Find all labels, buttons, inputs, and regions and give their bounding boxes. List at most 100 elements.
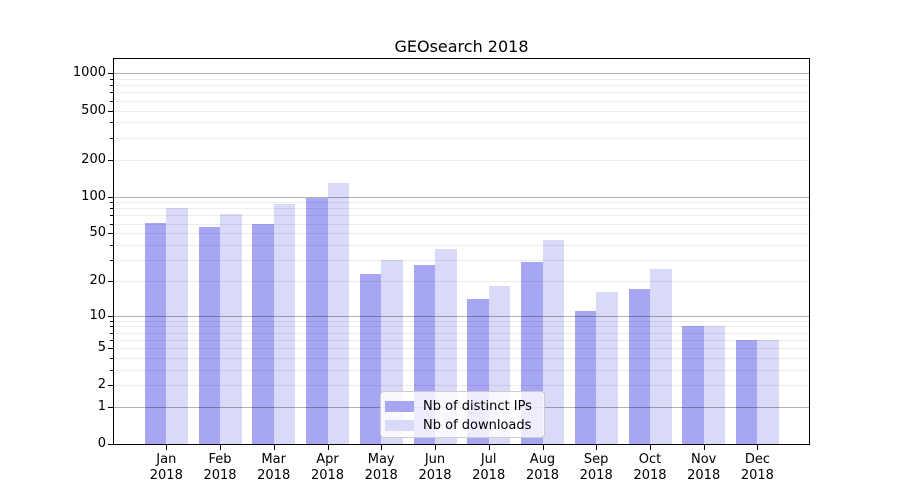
x-axis-tick-label: May 2018 — [349, 452, 413, 484]
gridline-minor — [114, 122, 809, 124]
x-axis-tick-label: Jan 2018 — [134, 452, 198, 484]
x-axis-tick-mark — [488, 445, 490, 450]
gridline-minor — [114, 159, 809, 161]
gridline-minor — [114, 244, 809, 246]
x-axis-tick-label-year: 2018 — [472, 468, 506, 483]
gridline-major — [114, 315, 809, 317]
y-axis-minor-tick-mark — [110, 339, 113, 341]
gridline-minor — [114, 233, 809, 235]
gridline-major — [114, 196, 809, 198]
y-axis-tick-label: 5 — [97, 340, 106, 356]
x-axis-tick-mark — [273, 445, 275, 450]
gridline-minor — [114, 332, 809, 334]
y-axis-tick-label: 200 — [81, 151, 106, 167]
gridline-minor — [114, 202, 809, 204]
y-axis-tick-label: 0 — [97, 436, 106, 452]
bar-nb-of-distinct-ips — [252, 224, 274, 445]
x-axis-tick-label: Nov 2018 — [672, 452, 736, 484]
legend-swatch-distinct-ips — [385, 400, 414, 412]
y-axis-minor-tick-mark — [110, 122, 113, 124]
y-axis-minor-tick-mark — [110, 369, 113, 371]
bar-nb-of-downloads — [650, 269, 672, 445]
x-axis-tick-label-year: 2018 — [310, 468, 345, 483]
gridline-minor — [114, 348, 809, 350]
y-axis-minor-tick-mark — [110, 215, 113, 217]
x-axis-tick-label: Jul 2018 — [457, 452, 521, 484]
x-axis-tick-label-year: 2018 — [740, 468, 774, 483]
legend-label-downloads: Nb of downloads — [423, 417, 532, 433]
x-axis-tick-label-year: 2018 — [525, 468, 560, 483]
plot-area — [113, 58, 810, 445]
y-axis-minor-tick-mark — [110, 326, 113, 328]
y-axis-minor-tick-mark — [110, 259, 113, 261]
y-axis-minor-tick-mark — [110, 208, 113, 210]
bar-nb-of-distinct-ips — [682, 326, 704, 445]
gridline-major — [114, 73, 809, 75]
bar-nb-of-distinct-ips — [198, 227, 220, 445]
gridline-minor — [114, 326, 809, 328]
bar-nb-of-distinct-ips — [359, 273, 382, 445]
x-axis-tick-label-year: 2018 — [257, 468, 291, 483]
y-axis-tick-mark — [108, 280, 113, 282]
x-axis-tick-label-year: 2018 — [418, 468, 452, 483]
y-axis-tick-mark — [108, 348, 113, 350]
y-axis-tick-mark — [108, 315, 113, 317]
gridline-minor — [114, 385, 809, 387]
x-axis-tick-label: Apr 2018 — [296, 452, 360, 484]
y-axis-minor-tick-mark — [110, 92, 113, 94]
bar-nb-of-downloads — [542, 239, 564, 445]
x-axis-tick-mark — [542, 445, 544, 450]
y-axis-tick-mark — [108, 233, 113, 235]
x-axis-tick-mark — [596, 445, 598, 450]
x-axis-tick-mark — [381, 445, 383, 450]
x-axis-tick-label: Dec 2018 — [725, 452, 789, 484]
y-axis-minor-tick-mark — [110, 320, 113, 322]
bar-nb-of-downloads — [166, 208, 188, 445]
gridline-minor — [114, 369, 809, 371]
bar-nb-of-distinct-ips — [574, 310, 597, 445]
x-axis-tick-mark — [650, 445, 651, 450]
x-axis-tick-mark — [435, 445, 436, 450]
y-axis-tick-mark — [108, 159, 113, 161]
bar-nb-of-downloads — [596, 292, 618, 445]
y-axis-tick-mark — [108, 444, 113, 446]
x-axis-tick-mark — [757, 445, 759, 450]
y-axis-minor-tick-mark — [110, 78, 113, 80]
gridline-minor — [114, 85, 809, 87]
gridline-minor — [114, 259, 809, 261]
bar-nb-of-downloads — [327, 182, 349, 445]
legend-swatch-downloads — [385, 419, 414, 431]
bar-nb-of-distinct-ips — [306, 198, 328, 445]
x-axis-tick-label: Aug 2018 — [511, 452, 575, 484]
x-axis-tick-label-year: 2018 — [149, 468, 183, 483]
x-axis-tick-label: Feb 2018 — [188, 452, 252, 484]
y-axis-tick-mark — [108, 110, 113, 112]
y-axis-minor-tick-mark — [110, 357, 113, 359]
gridline-minor — [114, 110, 809, 112]
x-axis-tick-mark — [166, 445, 168, 450]
gridline-minor — [114, 208, 809, 210]
y-axis-tick-mark — [108, 385, 113, 387]
x-axis-tick-mark — [327, 445, 329, 450]
gridline-minor — [114, 78, 809, 80]
y-axis-minor-tick-mark — [110, 244, 113, 246]
legend-entry: Nb of distinct IPs — [385, 397, 537, 415]
legend-label-distinct-ips: Nb of distinct IPs — [423, 398, 532, 414]
y-axis-tick-label: 1 — [97, 399, 106, 415]
bar-nb-of-distinct-ips — [735, 339, 758, 445]
y-axis-minor-tick-mark — [110, 332, 113, 334]
gridline-minor — [114, 215, 809, 217]
bar-nb-of-downloads — [757, 339, 779, 445]
bar-nb-of-downloads — [273, 203, 296, 445]
x-axis-tick-label: Oct 2018 — [618, 452, 682, 484]
gridline-minor — [114, 92, 809, 94]
x-axis-tick-label: Sep 2018 — [564, 452, 628, 484]
y-axis-tick-label: 1000 — [72, 65, 106, 81]
y-axis-tick-label: 20 — [89, 272, 106, 288]
x-axis-tick-label-year: 2018 — [579, 468, 613, 483]
y-axis-tick-label: 500 — [81, 102, 106, 118]
gridline-minor — [114, 320, 809, 322]
y-axis-tick-label: 2 — [97, 377, 106, 393]
y-axis-tick-mark — [108, 196, 113, 198]
